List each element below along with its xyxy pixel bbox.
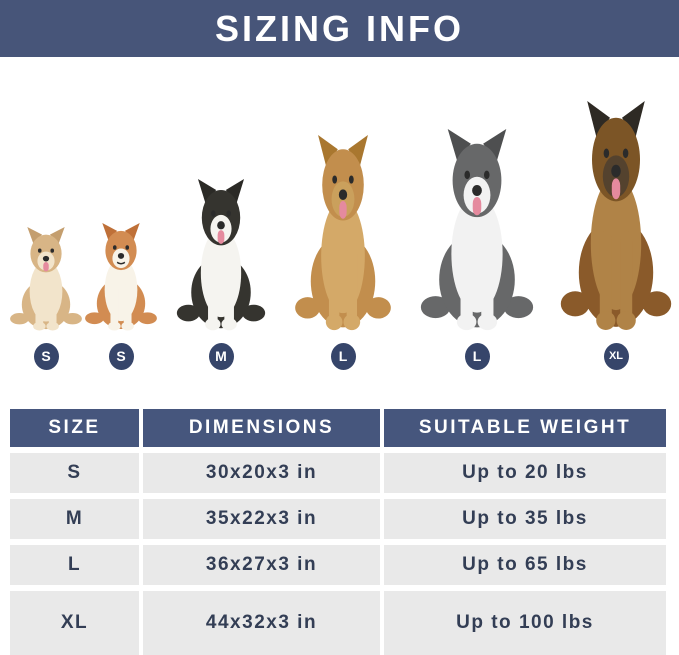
- weight-cell-xl: Up to 100 lbs: [384, 591, 666, 655]
- dog-illustration-golden-retriever: [291, 135, 395, 331]
- dimensions-cell-xl: 44x32x3 in: [143, 591, 380, 655]
- dog-size-comparison: S S M: [0, 57, 679, 401]
- column-header-size: SIZE: [10, 409, 139, 447]
- size-badge-l-3: L: [330, 343, 356, 370]
- size-cell-m: M: [10, 499, 139, 539]
- size-badge-m-2: M: [208, 343, 234, 370]
- size-badge-s-1: S: [108, 343, 134, 370]
- column-header-dimensions: DIMENSIONS: [143, 409, 380, 447]
- page-title: SIZING INFO: [215, 7, 464, 49]
- dog-illustration-havanese-puppy: [7, 227, 85, 331]
- dimensions-cell-s: 30x20x3 in: [143, 453, 380, 493]
- dog-illustration-husky: [416, 129, 538, 331]
- weight-cell-l: Up to 65 lbs: [384, 545, 666, 585]
- weight-cell-s: Up to 20 lbs: [384, 453, 666, 493]
- dimensions-cell-m: 35x22x3 in: [143, 499, 380, 539]
- size-cell-s: S: [10, 453, 139, 493]
- dog-illustration-corgi: [82, 223, 160, 331]
- dimensions-cell-l: 36x27x3 in: [143, 545, 380, 585]
- size-badge-s-0: S: [33, 343, 59, 370]
- size-badge-l-4: L: [464, 343, 490, 370]
- weight-cell-m: Up to 35 lbs: [384, 499, 666, 539]
- dog-illustration-border-collie: [173, 179, 269, 331]
- header-bar: SIZING INFO: [0, 0, 679, 57]
- sizing-table: SIZE DIMENSIONS SUITABLE WEIGHT S 30x20x3…: [10, 409, 667, 655]
- column-header-suitable-weight: SUITABLE WEIGHT: [384, 409, 666, 447]
- size-cell-l: L: [10, 545, 139, 585]
- size-badge-xl-5: XL: [603, 343, 629, 370]
- size-cell-xl: XL: [10, 591, 139, 655]
- dog-illustration-german-shepherd: [556, 101, 676, 331]
